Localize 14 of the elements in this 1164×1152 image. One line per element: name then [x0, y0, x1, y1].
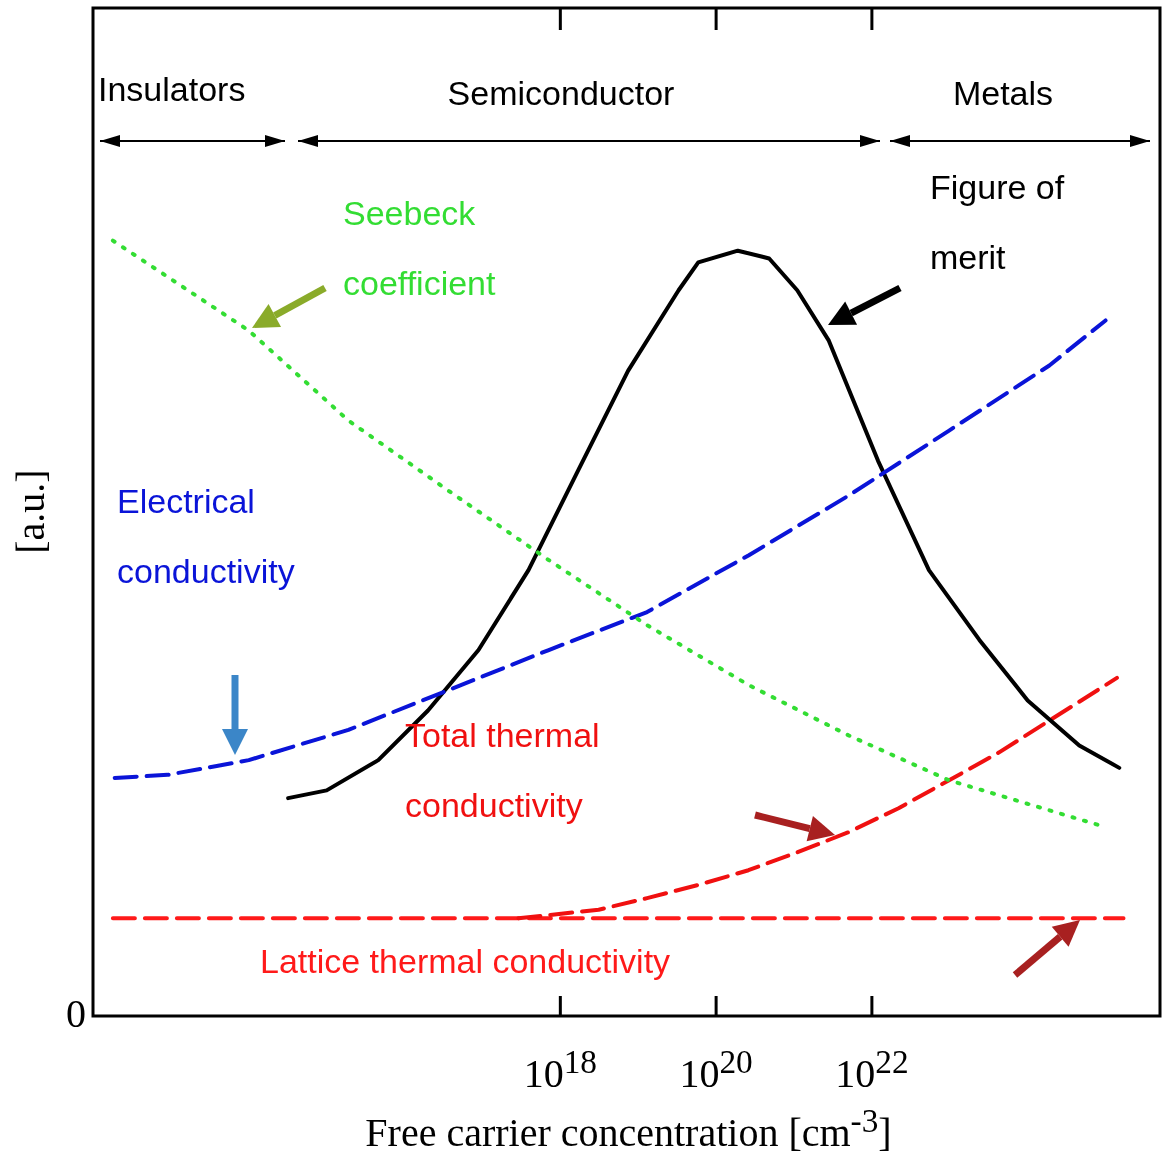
x-axis-title: Free carrier concentration [cm$^{-3}$]	[364, 1102, 893, 1152]
text: Metals	[951, 74, 1055, 113]
x-tick-label: 10$^{22}$	[834, 1042, 910, 1099]
y-axis-title: [a.u.]	[6, 468, 54, 556]
text: Insulators	[98, 70, 247, 109]
text: Seebeck coefficient	[343, 193, 497, 304]
text: 0	[65, 990, 86, 1037]
text: Semiconductor	[446, 74, 676, 113]
series-label: Lattice thermal conductivity	[260, 941, 672, 982]
text: Total thermal conductivity	[405, 715, 601, 826]
text: Electrical conductivity	[117, 481, 296, 592]
legend-label: Figure of merit	[930, 167, 1066, 278]
x-tick-label: 10$^{18}$	[522, 1042, 598, 1099]
x-tick-label: 10$^{20}$	[678, 1042, 754, 1099]
